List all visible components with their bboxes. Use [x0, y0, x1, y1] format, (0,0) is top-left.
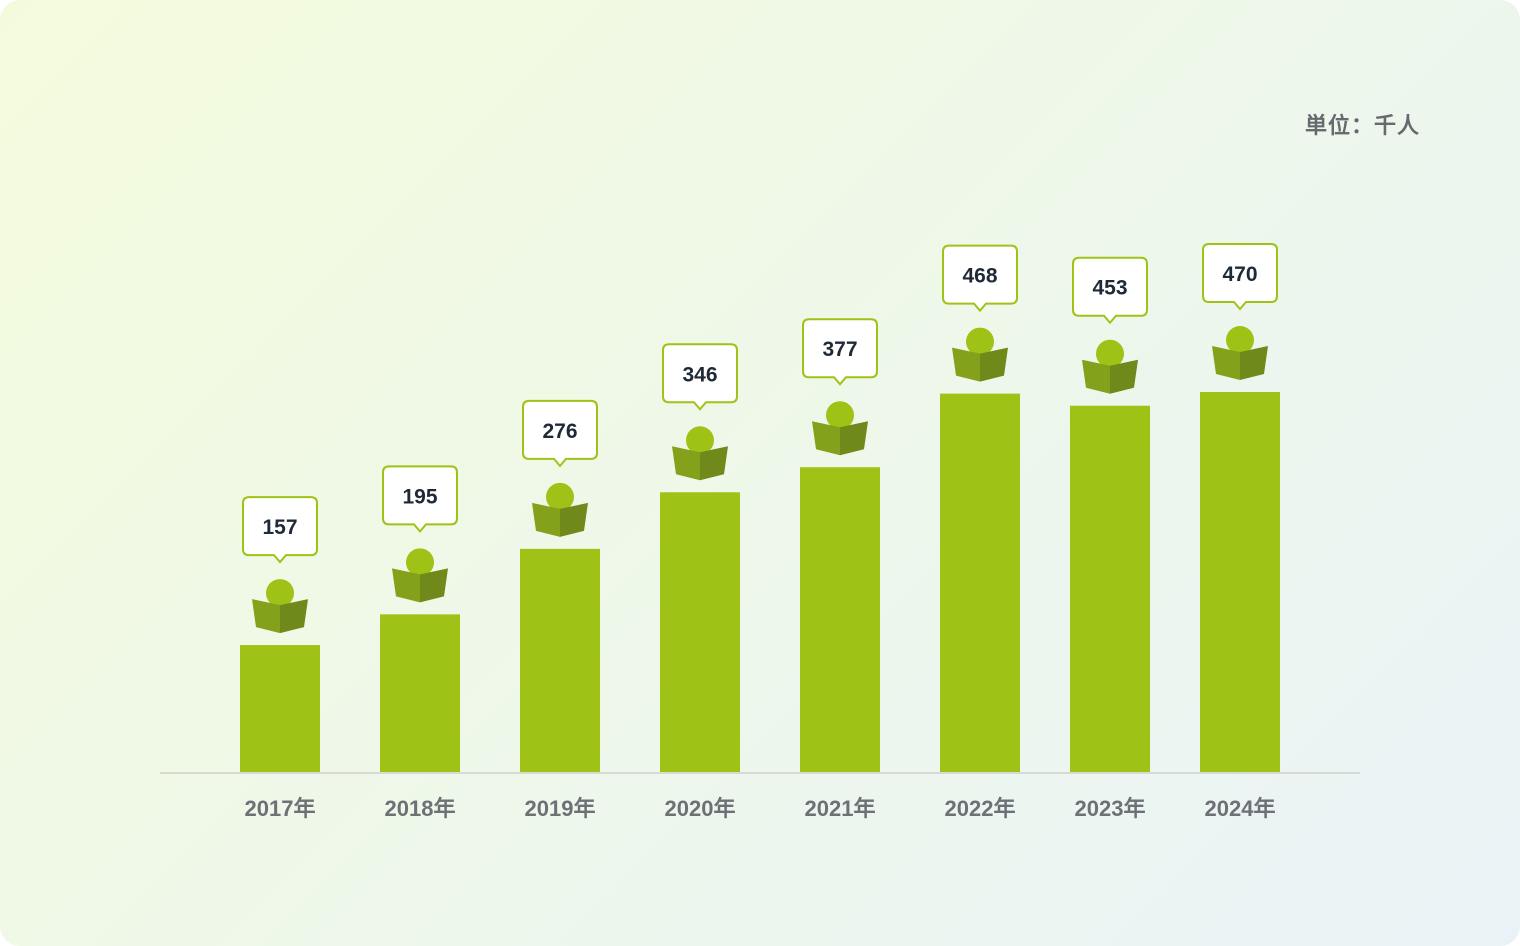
- book-left-page: [672, 446, 700, 481]
- book-left-page: [392, 568, 420, 603]
- book-right-page: [840, 421, 868, 456]
- bubble-box: [1072, 256, 1148, 325]
- bubble-box: [242, 496, 318, 564]
- bubble-box: [1202, 243, 1278, 311]
- value-bubble: 276: [522, 399, 598, 468]
- reader-book-icon: [252, 579, 308, 634]
- bar: [240, 645, 320, 772]
- book-right-page: [700, 446, 728, 481]
- x-tick-label: 2021年: [805, 796, 876, 821]
- icon-head: [1226, 326, 1254, 354]
- icon-head: [266, 579, 294, 608]
- data-label: 468: [962, 265, 997, 288]
- x-tick-label: 2024年: [1205, 796, 1276, 821]
- bar: [520, 548, 600, 772]
- bar: [800, 467, 880, 772]
- x-tick-label: 2023年: [1075, 796, 1146, 821]
- reader-book-icon: [392, 548, 448, 603]
- book-left-page: [1212, 346, 1240, 380]
- icon-head: [966, 327, 994, 356]
- bar: [380, 614, 460, 772]
- x-tick-label: 2020年: [665, 796, 736, 821]
- data-label: 346: [682, 363, 717, 386]
- x-tick-label: 2022年: [945, 796, 1016, 821]
- book-right-page: [1110, 359, 1138, 394]
- book-left-page: [812, 421, 840, 456]
- book-left-page: [532, 502, 560, 537]
- value-bubble: 468: [942, 244, 1018, 313]
- value-bubble: 377: [802, 318, 878, 386]
- reader-book-icon: [812, 401, 868, 456]
- bubble-box: [942, 244, 1018, 313]
- bar: [660, 492, 740, 772]
- x-tick-label: 2017年: [245, 796, 316, 821]
- data-label: 195: [402, 485, 437, 508]
- data-label: 377: [822, 338, 857, 361]
- book-left-page: [1082, 359, 1110, 394]
- bubble-box: [802, 318, 878, 386]
- bar: [1070, 405, 1150, 772]
- bar: [1200, 392, 1280, 772]
- book-right-page: [1240, 346, 1268, 380]
- icon-head: [1096, 339, 1124, 368]
- data-label: 453: [1092, 277, 1127, 300]
- icon-head: [406, 548, 434, 577]
- value-bubble: 453: [1072, 256, 1148, 325]
- book-left-page: [252, 599, 280, 634]
- data-label: 470: [1222, 263, 1257, 286]
- bubble-box: [382, 465, 458, 533]
- x-tick-label: 2018年: [385, 796, 456, 821]
- value-bubble: 346: [662, 343, 738, 411]
- data-label: 276: [542, 420, 577, 443]
- reader-book-icon: [672, 426, 728, 481]
- bubble-box: [662, 343, 738, 411]
- x-tick-label: 2019年: [525, 796, 596, 821]
- book-right-page: [420, 568, 448, 603]
- bar: [940, 393, 1020, 772]
- book-right-page: [560, 502, 588, 537]
- reader-book-icon: [1082, 339, 1138, 394]
- icon-head: [686, 426, 714, 455]
- reader-book-icon: [532, 482, 588, 537]
- reader-book-icon: [952, 327, 1008, 382]
- data-label: 157: [262, 516, 297, 539]
- bubble-box: [522, 399, 598, 468]
- book-left-page: [952, 347, 980, 382]
- icon-head: [826, 401, 854, 430]
- value-bubble: 470: [1202, 243, 1278, 311]
- icon-head: [546, 482, 574, 511]
- unit-label: 単位：千人: [1304, 113, 1420, 138]
- value-bubble: 157: [242, 496, 318, 564]
- value-bubble: 195: [382, 465, 458, 533]
- book-right-page: [280, 599, 308, 634]
- book-right-page: [980, 347, 1008, 382]
- reader-book-icon: [1212, 326, 1268, 380]
